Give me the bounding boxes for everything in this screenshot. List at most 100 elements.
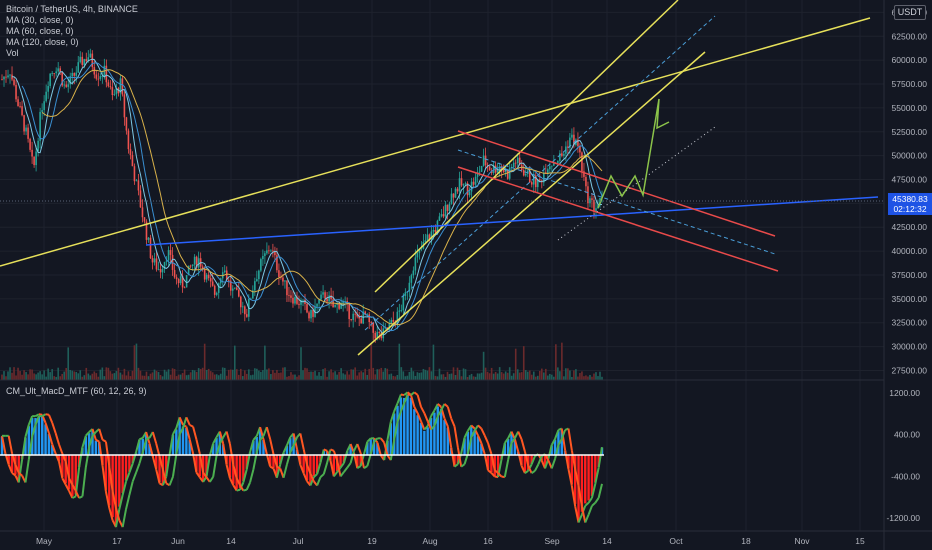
volume-bar bbox=[171, 368, 174, 380]
volume-bar bbox=[239, 368, 242, 380]
volume-bar bbox=[392, 375, 395, 380]
macd-signal-line bbox=[41, 413, 47, 418]
candle-body bbox=[595, 208, 597, 212]
candle-body bbox=[71, 72, 74, 77]
volume-bar bbox=[350, 369, 352, 380]
macd-line bbox=[517, 451, 523, 467]
candle-body bbox=[420, 248, 423, 250]
volume-bar bbox=[406, 375, 409, 380]
macd-histogram-bar bbox=[238, 455, 242, 489]
indicator-legend[interactable]: CM_Ult_MacD_MTF (60, 12, 26, 9) bbox=[6, 386, 147, 397]
macd-signal-line bbox=[423, 412, 429, 422]
macd-line bbox=[430, 409, 436, 417]
volume-bar bbox=[557, 367, 559, 380]
volume-bar bbox=[274, 372, 276, 380]
macd-signal-line bbox=[426, 420, 432, 431]
volume-bar bbox=[280, 372, 282, 380]
candle-body bbox=[237, 289, 240, 297]
volume-bar bbox=[195, 371, 198, 380]
macd-histogram-bar bbox=[567, 455, 570, 469]
volume-bar bbox=[378, 369, 381, 380]
candle-body bbox=[452, 193, 455, 198]
candle-body bbox=[284, 280, 286, 282]
macd-signal-line bbox=[379, 437, 385, 444]
chart-drawings bbox=[0, 0, 879, 356]
macd-line bbox=[104, 491, 111, 509]
volume-bar bbox=[374, 374, 377, 380]
macd-tick-label: 1200.00 bbox=[889, 388, 920, 398]
macd-signal-line bbox=[373, 437, 379, 443]
macd-histogram-bar bbox=[148, 444, 151, 456]
volume-bar bbox=[254, 368, 256, 380]
volume-legend[interactable]: Vol bbox=[6, 48, 19, 58]
volume-bar bbox=[51, 369, 53, 380]
volume-bar bbox=[17, 367, 19, 380]
candle-body bbox=[35, 151, 37, 166]
candle-body bbox=[408, 282, 411, 292]
macd-histogram-bar bbox=[175, 429, 178, 456]
ma60-legend[interactable]: MA (60, close, 0) bbox=[6, 26, 74, 36]
macd-signal-line bbox=[128, 481, 134, 496]
volume-bar bbox=[368, 368, 371, 380]
macd-histogram-bar bbox=[232, 455, 235, 484]
volume-bar bbox=[199, 369, 202, 380]
candle-body bbox=[197, 258, 200, 268]
symbol-title[interactable]: Bitcoin / TetherUS, 4h, BINANCE bbox=[6, 4, 138, 14]
macd-line bbox=[584, 502, 590, 507]
currency-button[interactable]: USDT bbox=[894, 5, 926, 20]
macd-line bbox=[423, 425, 429, 431]
candle-body bbox=[585, 176, 587, 187]
candle-body bbox=[424, 240, 427, 242]
price-tick-label: 47500.00 bbox=[892, 174, 928, 184]
candle-body bbox=[296, 297, 298, 304]
macd-signal-line bbox=[115, 507, 121, 521]
candle-body bbox=[57, 68, 59, 72]
green-projection-path bbox=[597, 98, 670, 209]
macd-line bbox=[550, 438, 556, 446]
price-tick-label: 42500.00 bbox=[892, 222, 928, 232]
candle-body bbox=[229, 280, 232, 291]
candle-body bbox=[356, 313, 358, 317]
symbol-legend[interactable]: Bitcoin / TetherUS, 4h, BINANCE MA (30, … bbox=[6, 4, 138, 59]
volume-bar bbox=[244, 370, 246, 380]
macd-line bbox=[463, 430, 469, 438]
volume-bar bbox=[213, 374, 216, 380]
macd-line bbox=[342, 450, 349, 464]
volume-bar bbox=[169, 374, 172, 380]
ma30-legend[interactable]: MA (30, close, 0) bbox=[6, 15, 74, 25]
indicator-title[interactable]: CM_Ult_MacD_MTF (60, 12, 26, 9) bbox=[6, 386, 147, 396]
candle-body bbox=[147, 237, 150, 240]
volume-bar bbox=[362, 372, 365, 380]
ma120-legend[interactable]: MA (120, close, 0) bbox=[6, 37, 79, 47]
candle-body bbox=[530, 182, 533, 185]
candle-body bbox=[91, 53, 94, 68]
volume-bar bbox=[464, 369, 467, 380]
macd-histogram-bar bbox=[396, 405, 399, 456]
candle-body bbox=[466, 183, 469, 196]
macd-line bbox=[577, 514, 583, 523]
macd-signal-line bbox=[577, 485, 583, 507]
volume-bar bbox=[129, 376, 132, 380]
macd-histogram-bar bbox=[403, 397, 406, 456]
candle-body bbox=[567, 146, 569, 148]
macd-histogram-bar bbox=[171, 435, 175, 456]
volume-bar bbox=[324, 368, 326, 380]
volume-bar bbox=[15, 375, 17, 380]
candle-body bbox=[81, 56, 84, 65]
macd-histogram-bar bbox=[309, 455, 312, 485]
volume-bar bbox=[583, 376, 585, 380]
macd-histogram-bar bbox=[279, 455, 282, 465]
volume-bar bbox=[366, 374, 369, 380]
macd-line bbox=[450, 447, 456, 467]
candle-body bbox=[290, 295, 292, 298]
volume-bar bbox=[400, 367, 403, 380]
volume-bar bbox=[85, 367, 88, 380]
volume-bar bbox=[19, 370, 21, 380]
candle-body bbox=[53, 73, 55, 74]
macd-signal-line bbox=[243, 488, 247, 492]
candle-body bbox=[3, 76, 5, 80]
macd-signal-line bbox=[125, 494, 131, 510]
macd-signal-line bbox=[510, 437, 516, 444]
candle-body bbox=[61, 71, 64, 86]
